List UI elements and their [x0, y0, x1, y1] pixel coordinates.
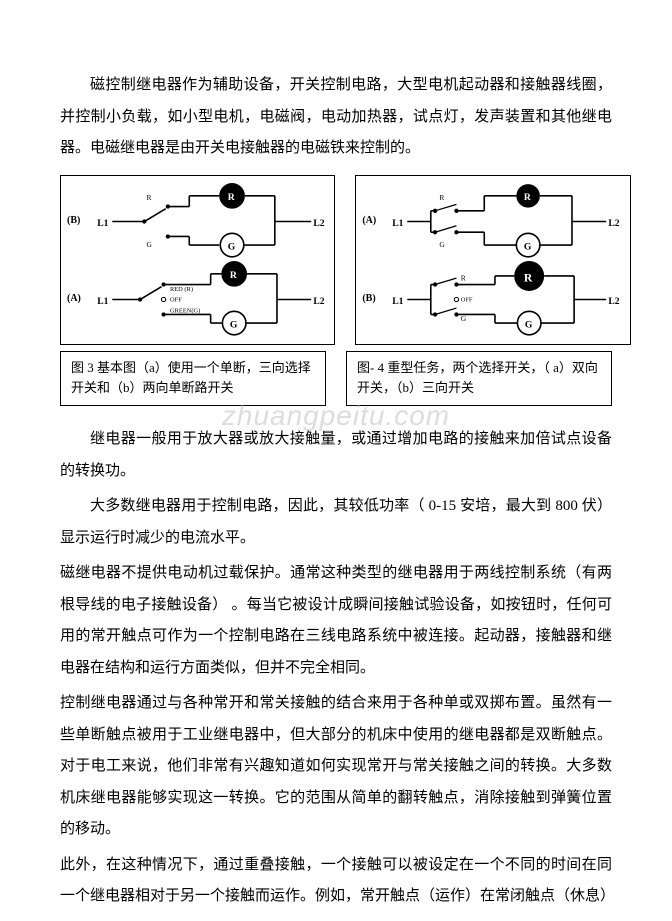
caption-left: 图 3 基本图（a）使用一个单断，三向选择开关和（b）两向单断路开关	[60, 351, 326, 407]
svg-text:R: R	[440, 193, 445, 202]
sub-label: (A)	[362, 215, 382, 226]
sub-label: (B)	[362, 293, 382, 304]
figures-row: (B) L1 L2 R G R	[60, 175, 612, 345]
svg-text:L1: L1	[97, 296, 108, 307]
paragraph-6: 此外，在这种情况下，通过重叠接触，一个接触可以被设定在一个不同的时间在同一个继电…	[60, 850, 612, 913]
svg-text:L1: L1	[393, 296, 404, 307]
svg-text:G: G	[524, 241, 532, 252]
figure-right-sub-top: (A) L1 L2 R G	[362, 183, 623, 258]
svg-text:R: R	[146, 193, 151, 202]
svg-text:L1: L1	[393, 218, 404, 229]
paragraph-4: 磁继电器不提供电动机过载保护。通常这种类型的继电器用于两线控制系统（有两根导线的…	[60, 558, 612, 684]
svg-text:R: R	[524, 192, 532, 203]
svg-text:G: G	[228, 241, 236, 252]
circuit-diagram-icon: L1 L2 R G R	[388, 183, 623, 258]
svg-text:G: G	[146, 240, 152, 249]
captions-row: 图 3 基本图（a）使用一个单断，三向选择开关和（b）两向单断路开关 图- 4 …	[60, 351, 612, 407]
paragraph-1: 磁控制继电器作为辅助设备，开关控制电路，大型电机起动器和接触器线圈，并控制小负载…	[60, 70, 612, 165]
sub-label: (A)	[67, 293, 87, 304]
svg-text:G: G	[525, 319, 533, 330]
svg-text:L1: L1	[97, 218, 108, 229]
svg-text:R: R	[228, 192, 236, 203]
svg-text:GREEN(G): GREEN(G)	[170, 307, 200, 314]
figure-left-sub-bottom: (A) L1 L2 RED (R) OFF GREEN(G) R	[67, 261, 328, 336]
svg-text:G: G	[230, 319, 238, 330]
caption-right: 图- 4 重型任务，两个选择开关，（ a）双向开关，（b）三向开关	[346, 351, 612, 407]
svg-text:L2: L2	[609, 218, 620, 229]
svg-text:RED (R): RED (R)	[170, 286, 193, 293]
circuit-diagram-icon: L1 L2 R OFF G R	[388, 261, 623, 336]
paragraph-5: 控制继电器通过与各种常开和常关接触的结合来用于各种单或双掷布置。虽然有一些单断触…	[60, 688, 612, 846]
svg-text:G: G	[440, 240, 446, 249]
svg-text:R: R	[524, 271, 533, 284]
svg-text:R: R	[230, 270, 238, 281]
paragraph-3: 大多数继电器用于控制电路，因此，其较低功率（ 0-15 安培，最大到 800 伏…	[60, 491, 612, 554]
figure-left-sub-top: (B) L1 L2 R G R	[67, 183, 328, 258]
svg-text:L2: L2	[609, 296, 620, 307]
sub-label: (B)	[67, 215, 87, 226]
svg-text:OFF: OFF	[461, 297, 473, 304]
figure-right: (A) L1 L2 R G	[355, 175, 630, 345]
svg-text:OFF: OFF	[170, 297, 182, 304]
circuit-diagram-icon: L1 L2 R G R	[93, 183, 328, 258]
paragraph-2: 继电器一般用于放大器或放大接触量，或通过增加电路的接触来加倍试点设备的转换功。	[60, 424, 612, 487]
svg-text:L2: L2	[313, 218, 324, 229]
circuit-diagram-icon: L1 L2 RED (R) OFF GREEN(G) R	[93, 261, 328, 336]
svg-text:L2: L2	[313, 296, 324, 307]
figure-left: (B) L1 L2 R G R	[60, 175, 335, 345]
svg-text:R: R	[461, 273, 466, 282]
figure-right-sub-bottom: (B) L1 L2 R OFF G	[362, 261, 623, 336]
